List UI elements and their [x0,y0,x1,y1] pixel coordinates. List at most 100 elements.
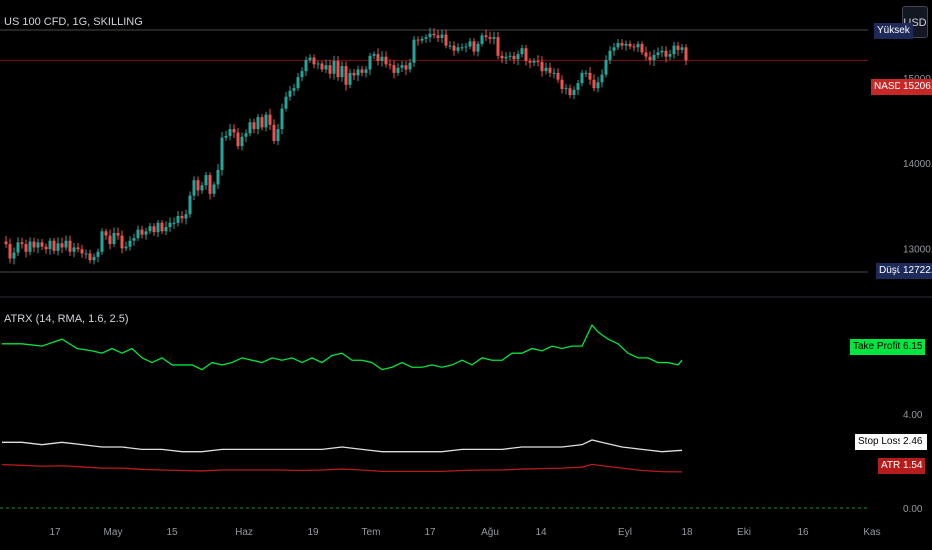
candle-body [648,56,652,61]
candlestick-series [4,27,688,265]
candle-body [88,253,92,261]
candle-body [512,55,516,60]
candle-body [180,215,184,219]
symbol-title: US 100 CFD, 1G, SKILLING [4,16,143,28]
candle-body [448,45,452,47]
time-tick-label: Kas [863,527,880,538]
candle-body [532,60,536,63]
candle-body [124,246,128,249]
candle-body [156,222,160,233]
candle-body [172,222,176,224]
candle-body [360,69,364,73]
candle-body [596,82,600,89]
candle-body [564,88,568,90]
candle-body [620,43,624,46]
high-tag: Yüksek [874,23,913,39]
candle-body [456,47,460,51]
candle-body [424,37,428,39]
candle-body [340,66,344,78]
candle-body [56,243,60,251]
candle-body [208,175,212,194]
candle-body [116,233,120,236]
candle-body [552,72,556,74]
candle-body [460,47,464,49]
candle-body [316,63,320,65]
candle-body [468,41,472,47]
candle-body [312,57,316,65]
candle-body [396,67,400,73]
candle-body [200,185,204,191]
candle-body [160,222,164,232]
time-tick-label: 15 [166,527,178,538]
atr-value-tag: 1.54 [900,458,926,474]
candle-body [240,136,244,147]
candle-body [592,79,596,89]
candle-body [84,253,88,255]
candle-body [128,240,132,247]
indicator-title: ATRX (14, RMA, 1.6, 2.5) [4,313,129,325]
candle-body [636,43,640,48]
candle-body [100,231,104,252]
candle-body [276,129,280,142]
time-tick-label: Eki [737,527,751,538]
candle-body [660,50,664,53]
candle-body [388,64,392,66]
price-tick-label: 14000.0 [903,159,932,170]
candle-body [640,43,644,53]
candle-body [36,242,40,248]
time-tick-label: 18 [681,527,693,538]
candle-body [472,41,476,52]
candle-body [344,66,348,85]
atrx-line [1,463,683,473]
time-tick-label: 16 [797,527,809,538]
candle-body [328,65,332,74]
candle-body [584,72,588,74]
candle-body [384,56,388,65]
candle-body [16,242,20,253]
sl-value-tag: 2.46 [900,434,926,450]
candle-body [28,241,32,252]
candle-body [664,50,668,57]
candle-body [568,88,572,96]
time-tick-label: 14 [535,527,547,538]
candle-body [188,195,192,215]
time-tick-label: May [104,527,123,538]
candle-body [48,240,52,250]
candle-body [112,233,116,245]
candle-body [356,69,360,76]
candle-body [668,54,672,57]
candle-body [64,240,68,248]
candle-body [212,184,216,194]
candle-body [204,175,208,186]
candle-body [104,231,108,236]
candle-body [572,89,576,96]
candle-body [40,242,44,247]
candle-body [268,114,272,125]
candle-body [400,65,404,68]
indicator-tick-label: 4.00 [903,410,923,421]
candle-body [588,72,592,80]
candle-body [220,137,224,170]
candle-body [644,52,648,57]
candle-body [300,71,304,78]
time-tick-label: Tem [362,527,381,538]
candle-body [440,34,444,38]
candle-body [108,235,112,245]
time-tick-label: 17 [49,527,61,538]
candle-body [540,61,544,72]
candle-body [224,135,228,138]
candle-body [520,48,524,55]
time-tick-label: 19 [307,527,319,538]
candle-body [376,54,380,61]
time-tick-label: Haz [235,527,253,538]
candle-body [264,114,268,128]
candle-body [408,62,412,70]
candle-body [120,235,124,249]
candle-body [524,48,528,61]
candle-body [672,45,676,55]
candle-body [32,241,36,248]
candle-body [164,227,168,232]
candle-body [196,180,200,191]
candle-body [488,37,492,39]
